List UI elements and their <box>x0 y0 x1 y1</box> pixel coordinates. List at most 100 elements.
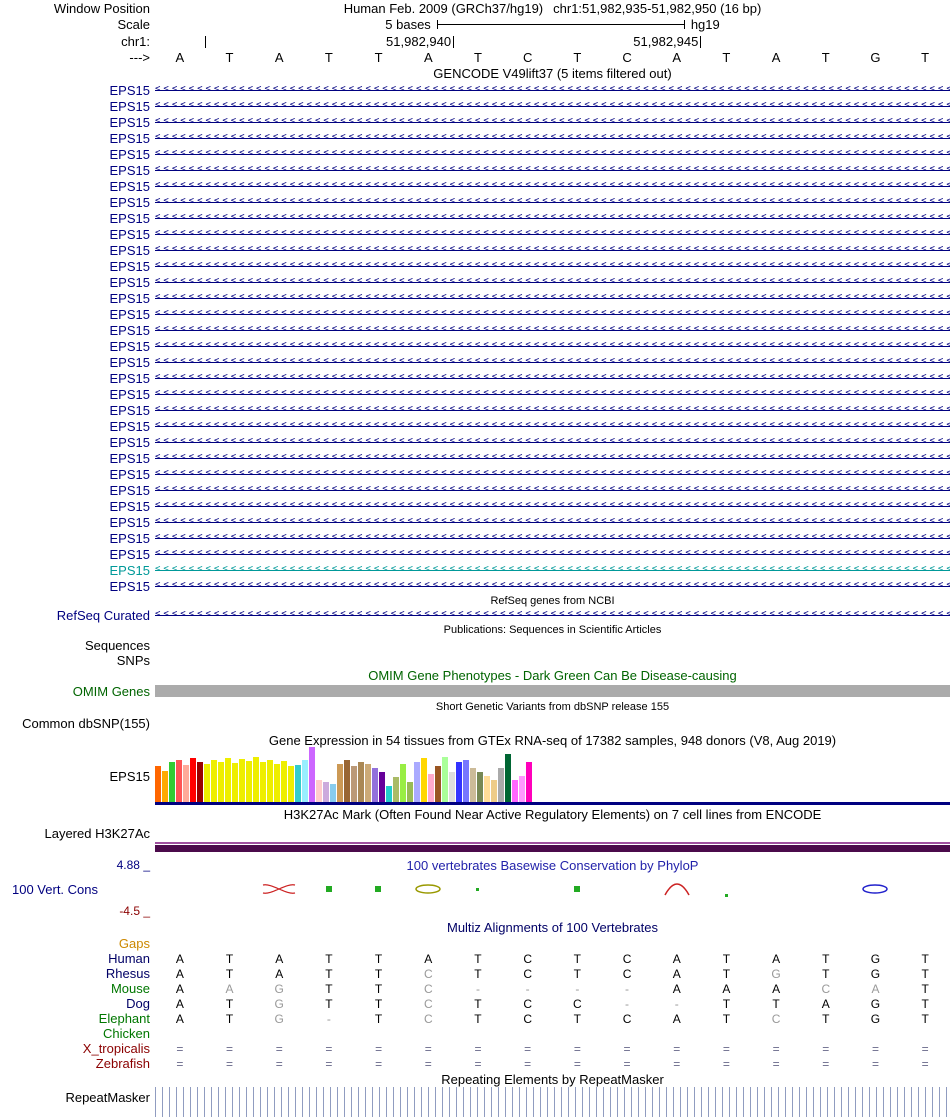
h3k27ac-label[interactable]: Layered H3K27Ac <box>44 826 150 841</box>
omim-genes-row[interactable]: OMIM Genes <box>0 683 950 699</box>
gene-label[interactable]: EPS15 <box>109 162 150 178</box>
gencode-transcript-row[interactable]: EPS15 <<<<<<<<<<<<<<<<<<<<<<<<<<<<<<<<<<<… <box>0 98 950 114</box>
gencode-transcript-row[interactable]: EPS15 <<<<<<<<<<<<<<<<<<<<<<<<<<<<<<<<<<<… <box>0 290 950 306</box>
gtex-tissue-bar[interactable] <box>323 782 329 802</box>
gtex-tissue-bar[interactable] <box>393 777 399 802</box>
gencode-transcript-row[interactable]: EPS15 <<<<<<<<<<<<<<<<<<<<<<<<<<<<<<<<<<<… <box>0 546 950 562</box>
gtex-tissue-bar[interactable] <box>449 772 455 802</box>
gencode-transcript-row[interactable]: EPS15 <<<<<<<<<<<<<<<<<<<<<<<<<<<<<<<<<<<… <box>0 338 950 354</box>
gtex-tissue-bar[interactable] <box>365 764 371 802</box>
gencode-transcript-row[interactable]: EPS15 <<<<<<<<<<<<<<<<<<<<<<<<<<<<<<<<<<<… <box>0 370 950 386</box>
conservation-label[interactable]: 100 Vert. Cons <box>12 881 98 897</box>
gtex-tissue-bar[interactable] <box>218 762 224 802</box>
gene-label[interactable]: EPS15 <box>109 498 150 514</box>
repeatmasker-track-title[interactable]: Repeating Elements by RepeatMasker <box>441 1071 664 1087</box>
species-label[interactable]: Rhesus <box>105 966 150 981</box>
gene-label[interactable]: EPS15 <box>109 290 150 306</box>
omim-genes-label[interactable]: OMIM Genes <box>72 683 150 699</box>
gene-label[interactable]: EPS15 <box>109 418 150 434</box>
gene-label[interactable]: EPS15 <box>109 578 150 594</box>
gtex-tissue-bar[interactable] <box>330 784 336 802</box>
gtex-tissue-bar[interactable] <box>526 762 532 802</box>
conservation-track-title[interactable]: 100 vertebrates Basewise Conservation by… <box>406 857 699 873</box>
gtex-tissue-bar[interactable] <box>428 774 434 802</box>
gtex-tissue-bar[interactable] <box>204 764 210 802</box>
gencode-transcript-row[interactable]: EPS15 <<<<<<<<<<<<<<<<<<<<<<<<<<<<<<<<<<<… <box>0 386 950 402</box>
gencode-transcript-row[interactable]: EPS15 <<<<<<<<<<<<<<<<<<<<<<<<<<<<<<<<<<<… <box>0 274 950 290</box>
gtex-tissue-bar[interactable] <box>239 759 245 802</box>
gencode-transcript-row[interactable]: EPS15 <<<<<<<<<<<<<<<<<<<<<<<<<<<<<<<<<<<… <box>0 322 950 338</box>
gencode-transcript-row[interactable]: EPS15 <<<<<<<<<<<<<<<<<<<<<<<<<<<<<<<<<<<… <box>0 130 950 146</box>
gene-label[interactable]: EPS15 <box>109 338 150 354</box>
gtex-tissue-bar[interactable] <box>372 768 378 802</box>
multiz-track-title[interactable]: Multiz Alignments of 100 Vertebrates <box>446 919 658 935</box>
gtex-tissue-bar[interactable] <box>302 760 308 802</box>
gtex-tissue-bar[interactable] <box>386 786 392 802</box>
gencode-transcript-row[interactable]: EPS15 <<<<<<<<<<<<<<<<<<<<<<<<<<<<<<<<<<<… <box>0 562 950 578</box>
gencode-transcript-row[interactable]: EPS15 <<<<<<<<<<<<<<<<<<<<<<<<<<<<<<<<<<<… <box>0 162 950 178</box>
gtex-tissue-bar[interactable] <box>295 765 301 802</box>
gtex-tissue-bar[interactable] <box>155 766 161 802</box>
gene-label[interactable]: EPS15 <box>109 354 150 370</box>
gene-label[interactable]: EPS15 <box>109 562 150 578</box>
gtex-tissue-bar[interactable] <box>309 747 315 802</box>
gene-label[interactable]: EPS15 <box>109 306 150 322</box>
gtex-tissue-bar[interactable] <box>183 765 189 802</box>
gene-label[interactable]: EPS15 <box>109 194 150 210</box>
snps-label[interactable]: SNPs <box>116 653 150 668</box>
species-label[interactable]: Zebrafish <box>95 1056 150 1071</box>
gencode-transcript-row[interactable]: EPS15 <<<<<<<<<<<<<<<<<<<<<<<<<<<<<<<<<<<… <box>0 258 950 274</box>
publications-track-title[interactable]: Publications: Sequences in Scientific Ar… <box>443 624 662 636</box>
gtex-tissue-bar[interactable] <box>197 762 203 802</box>
gene-label[interactable]: EPS15 <box>109 98 150 114</box>
gencode-transcript-row[interactable]: EPS15 <<<<<<<<<<<<<<<<<<<<<<<<<<<<<<<<<<<… <box>0 450 950 466</box>
gtex-tissue-bar[interactable] <box>351 766 357 802</box>
gtex-tissue-bar[interactable] <box>421 758 427 802</box>
refseq-curated-label[interactable]: RefSeq Curated <box>56 607 150 623</box>
gtex-tissue-bar[interactable] <box>274 764 280 802</box>
gencode-transcript-row[interactable]: EPS15 <<<<<<<<<<<<<<<<<<<<<<<<<<<<<<<<<<<… <box>0 498 950 514</box>
gene-label[interactable]: EPS15 <box>109 530 150 546</box>
gencode-track-title[interactable]: GENCODE V49lift37 (5 items filtered out) <box>433 66 672 81</box>
repeatmasker-label[interactable]: RepeatMasker <box>65 1090 150 1105</box>
gtex-tissue-bar[interactable] <box>379 772 385 802</box>
gencode-transcript-row[interactable]: EPS15 <<<<<<<<<<<<<<<<<<<<<<<<<<<<<<<<<<<… <box>0 578 950 594</box>
gtex-tissue-bar[interactable] <box>190 758 196 802</box>
gtex-tissue-bar[interactable] <box>512 780 518 802</box>
gtex-tissue-bar[interactable] <box>456 762 462 802</box>
species-label[interactable]: Gaps <box>118 936 150 951</box>
sequences-label[interactable]: Sequences <box>84 638 150 653</box>
gene-label[interactable]: EPS15 <box>109 178 150 194</box>
gencode-transcript-row[interactable]: EPS15 <<<<<<<<<<<<<<<<<<<<<<<<<<<<<<<<<<<… <box>0 82 950 98</box>
gene-label[interactable]: EPS15 <box>109 386 150 402</box>
gencode-transcript-row[interactable]: EPS15 <<<<<<<<<<<<<<<<<<<<<<<<<<<<<<<<<<<… <box>0 530 950 546</box>
gtex-tissue-bar[interactable] <box>498 768 504 802</box>
gene-label[interactable]: EPS15 <box>109 130 150 146</box>
gtex-tissue-bar[interactable] <box>225 758 231 802</box>
refseq-curated-row[interactable]: RefSeq Curated <<<<<<<<<<<<<<<<<<<<<<<<<… <box>0 607 950 623</box>
gtex-tissue-bar[interactable] <box>491 780 497 802</box>
gencode-transcript-row[interactable]: EPS15 <<<<<<<<<<<<<<<<<<<<<<<<<<<<<<<<<<<… <box>0 194 950 210</box>
gencode-transcript-row[interactable]: EPS15 <<<<<<<<<<<<<<<<<<<<<<<<<<<<<<<<<<<… <box>0 354 950 370</box>
gtex-tissue-bar[interactable] <box>435 766 441 802</box>
gtex-tissue-bar[interactable] <box>400 764 406 802</box>
gtex-tissue-bar[interactable] <box>442 757 448 802</box>
gene-label[interactable]: EPS15 <box>109 450 150 466</box>
gene-label[interactable]: EPS15 <box>109 210 150 226</box>
gene-label[interactable]: EPS15 <box>109 274 150 290</box>
gtex-tissue-bar[interactable] <box>169 762 175 802</box>
gtex-tissue-bar[interactable] <box>344 760 350 802</box>
gencode-transcript-row[interactable]: EPS15 <<<<<<<<<<<<<<<<<<<<<<<<<<<<<<<<<<<… <box>0 210 950 226</box>
gene-label[interactable]: EPS15 <box>109 402 150 418</box>
gene-label[interactable]: EPS15 <box>109 370 150 386</box>
gtex-tissue-bar[interactable] <box>211 760 217 802</box>
gencode-transcript-row[interactable]: EPS15 <<<<<<<<<<<<<<<<<<<<<<<<<<<<<<<<<<<… <box>0 146 950 162</box>
gene-label[interactable]: EPS15 <box>109 226 150 242</box>
omim-track-title[interactable]: OMIM Gene Phenotypes - Dark Green Can Be… <box>368 668 737 683</box>
omim-gene-bar[interactable] <box>155 685 950 697</box>
gencode-transcript-row[interactable]: EPS15 <<<<<<<<<<<<<<<<<<<<<<<<<<<<<<<<<<<… <box>0 242 950 258</box>
gtex-tissue-bar[interactable] <box>470 768 476 802</box>
species-label[interactable]: Dog <box>126 996 150 1011</box>
gtex-tissue-bar[interactable] <box>162 771 168 802</box>
gencode-transcript-row[interactable]: EPS15 <<<<<<<<<<<<<<<<<<<<<<<<<<<<<<<<<<<… <box>0 178 950 194</box>
